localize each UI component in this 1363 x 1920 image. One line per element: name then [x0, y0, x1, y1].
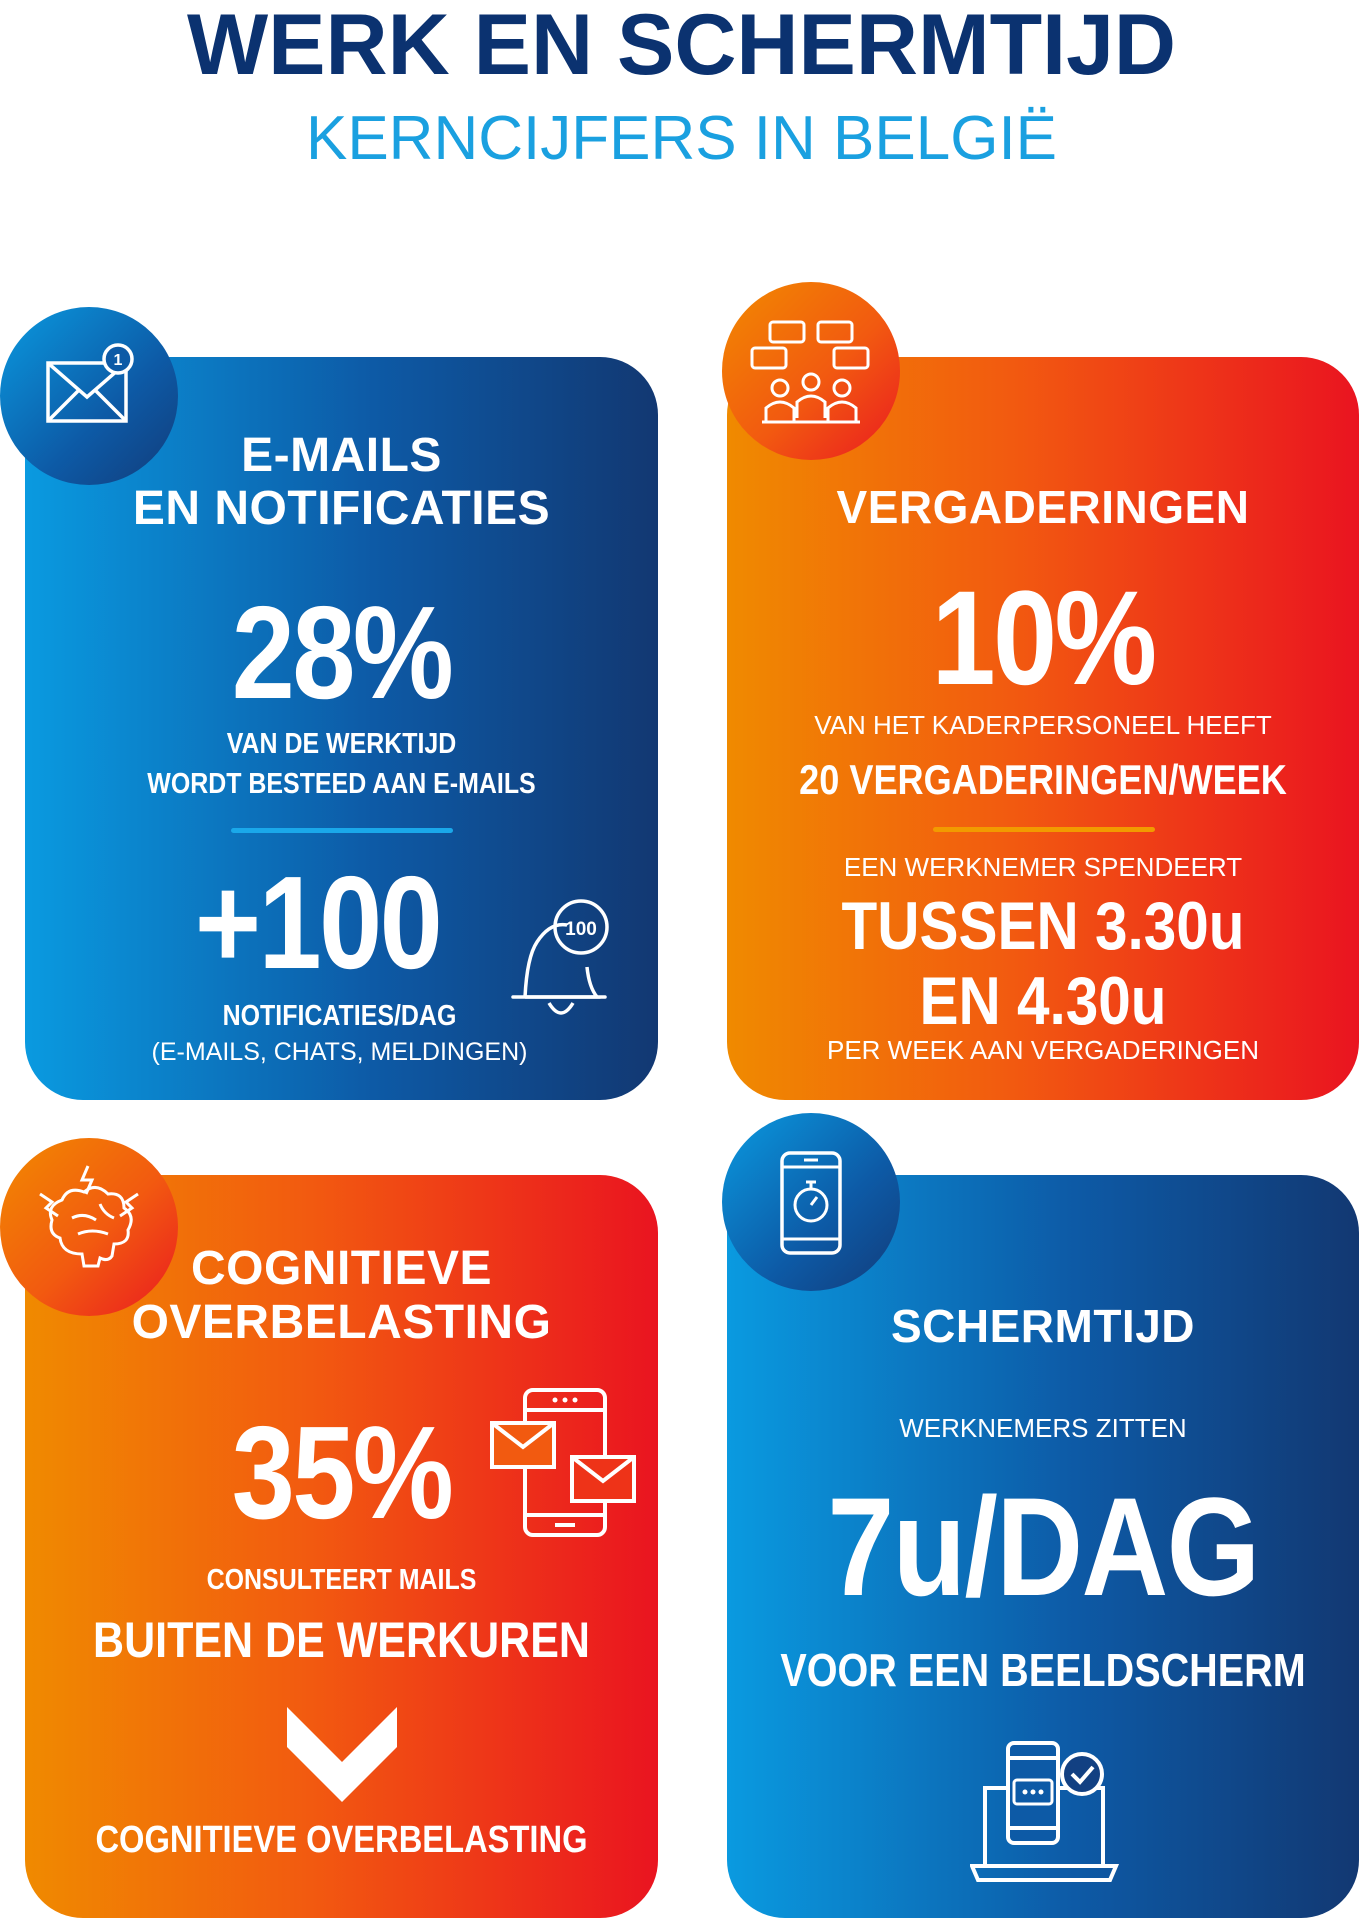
emails-stat1-line1: VAN DE WERKTIJD	[226, 728, 457, 760]
envelope-badge: 1	[114, 352, 123, 369]
emails-card: E-MAILS EN NOTIFICATIES 28% VAN DE WERKT…	[25, 357, 658, 1100]
page-subtitle: KERNCIJFERS IN BELGIË	[305, 104, 1058, 173]
screen-stat: 7u/DAG	[827, 1468, 1260, 1625]
meetings-card: VERGADERINGEN 10% VAN HET KADERPERSONEEL…	[727, 357, 1359, 1100]
meetings-heading: VERGADERINGEN	[836, 481, 1250, 533]
bell-icon: 100	[511, 899, 609, 1015]
bell-badge: 100	[565, 919, 597, 940]
meetings-stat2-intro: EEN WERKNEMER SPENDEERT	[843, 852, 1243, 882]
brain-icon	[39, 1165, 139, 1268]
cognitive-heading-line2: OVERBELASTING	[131, 1296, 552, 1349]
page-title: WERK EN SCHERMTIJD	[186, 0, 1177, 93]
meetings-stat1-line1: VAN HET KADERPERSONEEL HEEFT	[814, 710, 1272, 740]
emails-stat2-label: NOTIFICATIES/DAG	[222, 1000, 457, 1032]
emails-stat1-line2: WORDT BESTEED AAN E-MAILS	[147, 768, 536, 800]
cognitive-line2: BUITEN DE WERKUREN	[93, 1612, 590, 1668]
chevron-down-icon	[287, 1707, 397, 1802]
cognitive-result: COGNITIEVE OVERBELASTING	[95, 1819, 588, 1861]
emails-stat2: +100	[194, 849, 443, 996]
emails-stat1: 28%	[231, 579, 454, 726]
meetings-stat1: 10%	[931, 564, 1157, 713]
meetings-stat2-line1: TUSSEN 3.30u	[841, 888, 1245, 964]
emails-divider	[231, 828, 453, 833]
cognitive-line1: CONSULTEERT MAILS	[206, 1564, 477, 1596]
devices-mail-icon	[490, 1388, 636, 1537]
meetings-badge	[722, 282, 900, 460]
cognitive-badge	[0, 1138, 178, 1316]
cognitive-heading-line1: COGNITIEVE	[190, 1242, 493, 1295]
meetings-stat1-line2: 20 VERGADERINGEN/WEEK	[799, 756, 1287, 803]
emails-stat2-sub: (E-MAILS, CHATS, MELDINGEN)	[151, 1038, 528, 1066]
screen-heading: SCHERMTIJD	[890, 1300, 1196, 1352]
meetings-divider	[933, 827, 1155, 832]
meetings-stat2-outro: PER WEEK AAN VERGADERINGEN	[827, 1035, 1259, 1065]
screen-card: SCHERMTIJD WERKNEMERS ZITTEN 7u/DAG VOOR…	[727, 1175, 1359, 1918]
envelope-icon: 1	[46, 343, 134, 423]
smartphone-timer-icon	[780, 1151, 842, 1255]
cognitive-stat: 35%	[231, 1399, 454, 1546]
emails-badge: 1	[0, 307, 178, 485]
meetings-stat2-line2: EN 4.30u	[919, 963, 1167, 1039]
screen-badge	[722, 1113, 900, 1291]
screen-outro: VOOR EEN BEELDSCHERM	[780, 1644, 1306, 1696]
emails-heading-line2: EN NOTIFICATIES	[132, 482, 551, 535]
emails-heading-line1: E-MAILS	[241, 429, 442, 482]
laptop-check-icon	[970, 1741, 1120, 1882]
meeting-icon	[750, 320, 870, 424]
screen-intro: WERKNEMERS ZITTEN	[899, 1413, 1187, 1443]
